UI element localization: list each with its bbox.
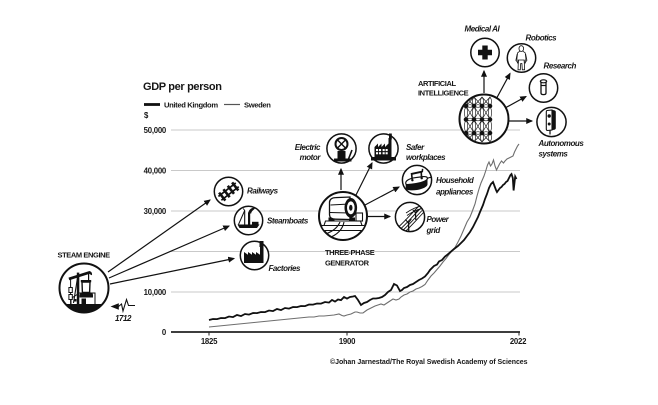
svg-text:ARTIFICIAL: ARTIFICIAL (418, 79, 456, 88)
svg-text:0: 0 (162, 328, 167, 337)
svg-text:INTELLIGENCE: INTELLIGENCE (418, 89, 469, 98)
svg-text:1825: 1825 (201, 337, 218, 346)
svg-text:STEAM ENGINE: STEAM ENGINE (58, 251, 111, 260)
svg-text:40,000: 40,000 (144, 167, 167, 176)
svg-text:United Kingdom: United Kingdom (164, 101, 218, 110)
svg-text:THREE-PHASE: THREE-PHASE (325, 248, 375, 257)
svg-text:Factories: Factories (269, 264, 302, 273)
svg-text:Medical AI: Medical AI (465, 25, 501, 34)
svg-text:©Johan Jarnestad/The Royal Swe: ©Johan Jarnestad/The Royal Swedish Acade… (330, 358, 528, 366)
svg-text:systems: systems (539, 150, 569, 159)
svg-text:30,000: 30,000 (144, 207, 167, 216)
svg-text:Railways: Railways (247, 187, 279, 196)
svg-text:Steamboats: Steamboats (267, 217, 309, 226)
svg-text:$: $ (144, 111, 149, 120)
svg-text:1900: 1900 (339, 337, 356, 346)
svg-text:Household: Household (436, 176, 475, 185)
svg-text:Autonomous: Autonomous (538, 139, 585, 148)
svg-text:2022: 2022 (510, 337, 527, 346)
svg-text:workplaces: workplaces (406, 153, 446, 162)
svg-text:GENERATOR: GENERATOR (325, 259, 370, 268)
svg-text:Electric: Electric (295, 143, 321, 152)
svg-text:1712: 1712 (115, 314, 132, 323)
svg-text:10,000: 10,000 (144, 288, 167, 297)
svg-text:Research: Research (544, 62, 577, 71)
svg-text:appliances: appliances (436, 188, 474, 197)
svg-text:GDP per person: GDP per person (143, 81, 222, 93)
svg-text:Sweden: Sweden (244, 101, 271, 110)
svg-text:motor: motor (300, 153, 322, 162)
svg-text:grid: grid (426, 226, 442, 235)
svg-text:Safer: Safer (406, 143, 425, 152)
svg-text:Robotics: Robotics (526, 34, 558, 43)
svg-text:50,000: 50,000 (144, 126, 167, 135)
svg-text:Power: Power (427, 215, 450, 224)
